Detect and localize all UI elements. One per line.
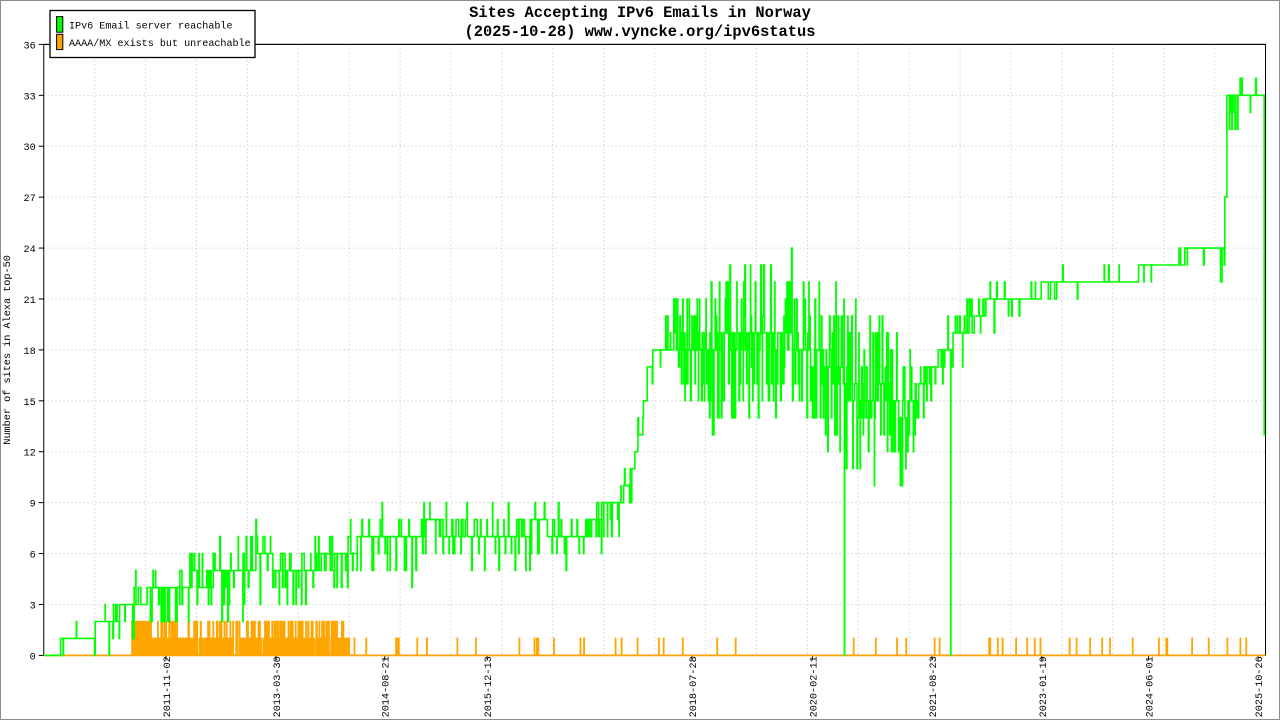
svg-text:2018-07-28: 2018-07-28: [689, 656, 700, 717]
svg-text:2025-10-26: 2025-10-26: [1255, 656, 1266, 717]
svg-text:18: 18: [24, 347, 36, 358]
svg-text:2014-08-21: 2014-08-21: [382, 656, 393, 717]
svg-text:0: 0: [30, 652, 36, 663]
svg-text:6: 6: [30, 551, 36, 562]
svg-text:9: 9: [30, 500, 36, 511]
svg-text:33: 33: [24, 92, 36, 103]
svg-text:2021-08-23: 2021-08-23: [929, 656, 940, 717]
svg-text:27: 27: [24, 194, 36, 205]
svg-text:30: 30: [24, 143, 36, 154]
svg-text:2020-02-11: 2020-02-11: [809, 656, 820, 717]
svg-text:24: 24: [24, 245, 36, 256]
svg-text:IPv6 Email server reachable: IPv6 Email server reachable: [69, 21, 233, 33]
svg-text:AAAA/MX exists but unreachable: AAAA/MX exists but unreachable: [69, 38, 251, 50]
svg-text:3: 3: [30, 601, 36, 612]
svg-text:21: 21: [24, 296, 36, 307]
svg-text:(2025-10-28) www.vyncke.org/ip: (2025-10-28) www.vyncke.org/ipv6status: [465, 23, 816, 41]
svg-text:36: 36: [24, 41, 36, 52]
svg-text:2024-06-01: 2024-06-01: [1146, 656, 1157, 717]
svg-text:Sites Accepting IPv6 Emails in: Sites Accepting IPv6 Emails in Norway: [469, 4, 811, 22]
svg-text:15: 15: [24, 398, 36, 409]
svg-text:Number of sites in Alexa top-5: Number of sites in Alexa top-50: [2, 255, 14, 445]
svg-text:12: 12: [24, 449, 36, 460]
svg-text:2011-11-02: 2011-11-02: [163, 656, 174, 717]
svg-text:2013-03-30: 2013-03-30: [273, 656, 284, 717]
svg-text:2023-01-19: 2023-01-19: [1039, 656, 1050, 717]
svg-text:2015-12-13: 2015-12-13: [484, 656, 495, 717]
